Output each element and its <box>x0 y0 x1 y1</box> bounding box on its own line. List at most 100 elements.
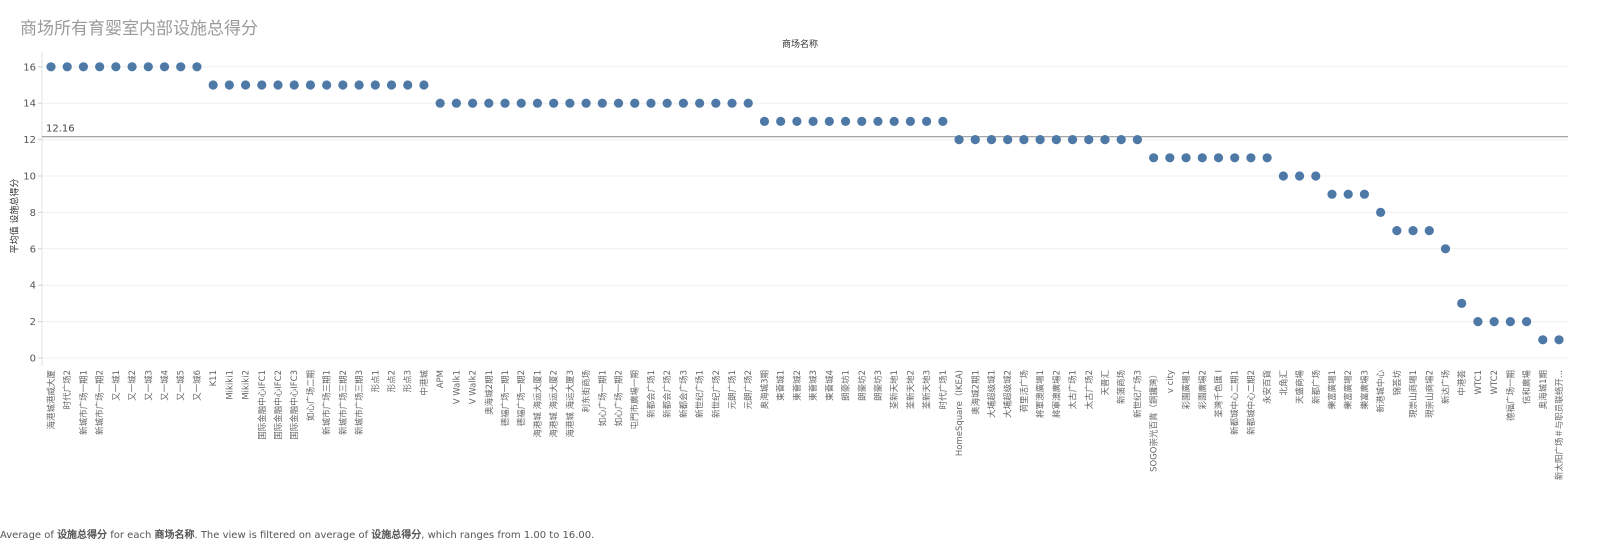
data-point[interactable] <box>581 98 591 108</box>
caption-filter-measure: 设施总得分 <box>371 530 422 541</box>
data-point[interactable] <box>1246 153 1256 163</box>
data-point[interactable] <box>1473 317 1483 327</box>
data-point[interactable] <box>1489 317 1499 327</box>
data-point[interactable] <box>824 116 834 126</box>
data-point[interactable] <box>176 62 186 72</box>
data-point[interactable] <box>630 98 640 108</box>
data-point[interactable] <box>516 98 526 108</box>
data-point[interactable] <box>1019 135 1029 145</box>
data-point[interactable] <box>257 80 267 90</box>
data-point[interactable] <box>613 98 624 108</box>
reference-line: 12.16 <box>42 124 1568 138</box>
data-point[interactable] <box>1213 153 1224 163</box>
data-point[interactable] <box>1457 298 1467 308</box>
data-point[interactable] <box>1181 153 1191 163</box>
data-point[interactable] <box>403 80 413 90</box>
data-point[interactable] <box>1067 135 1078 145</box>
data-point[interactable] <box>1424 226 1434 236</box>
data-point[interactable] <box>905 116 915 126</box>
data-point[interactable] <box>532 98 543 108</box>
data-point[interactable] <box>678 98 688 108</box>
data-point[interactable] <box>1343 189 1353 199</box>
data-point[interactable] <box>1311 171 1321 181</box>
data-point[interactable] <box>1440 244 1451 254</box>
data-point[interactable] <box>662 98 672 108</box>
data-point[interactable] <box>127 62 137 72</box>
data-point[interactable] <box>597 98 607 108</box>
data-point[interactable] <box>370 80 380 90</box>
data-point[interactable] <box>500 98 510 108</box>
data-point[interactable] <box>1051 135 1061 145</box>
data-point[interactable] <box>1132 135 1143 145</box>
data-point[interactable] <box>289 80 299 90</box>
data-point[interactable] <box>1521 317 1532 327</box>
data-point[interactable] <box>565 98 575 108</box>
data-point[interactable] <box>1294 171 1305 181</box>
data-point[interactable] <box>1327 189 1337 199</box>
data-point[interactable] <box>1165 153 1175 163</box>
data-point[interactable] <box>695 98 705 108</box>
x-category-label: 新都会广场3 <box>678 370 689 418</box>
data-point[interactable] <box>1035 135 1045 145</box>
data-point[interactable] <box>62 62 72 72</box>
data-point[interactable] <box>1197 153 1207 163</box>
data-point[interactable] <box>646 98 656 108</box>
data-point[interactable] <box>46 62 56 72</box>
data-point[interactable] <box>240 80 251 90</box>
data-point[interactable] <box>305 80 316 90</box>
data-point[interactable] <box>776 116 786 126</box>
data-point[interactable] <box>451 98 461 108</box>
data-point[interactable] <box>338 80 348 90</box>
data-point[interactable] <box>354 80 364 90</box>
data-point[interactable] <box>322 80 332 90</box>
data-point[interactable] <box>954 135 964 145</box>
data-point[interactable] <box>111 62 121 72</box>
data-point[interactable] <box>1100 135 1110 145</box>
data-point[interactable] <box>386 80 397 90</box>
data-point[interactable] <box>1376 207 1386 217</box>
data-point[interactable] <box>273 80 283 90</box>
data-point[interactable] <box>1116 135 1126 145</box>
data-point[interactable] <box>1505 317 1515 327</box>
data-point[interactable] <box>467 98 478 108</box>
data-point[interactable] <box>1408 226 1418 236</box>
data-point[interactable] <box>1278 171 1288 181</box>
x-category-label: 北角汇 <box>1278 370 1289 396</box>
x-category-label: 新港城中心 <box>1376 370 1387 413</box>
data-point[interactable] <box>1003 135 1013 145</box>
data-point[interactable] <box>1230 153 1240 163</box>
data-point[interactable] <box>857 116 867 126</box>
data-point[interactable] <box>792 116 802 126</box>
data-point[interactable] <box>224 80 234 90</box>
data-point[interactable] <box>143 62 153 72</box>
data-point[interactable] <box>938 116 948 126</box>
data-point[interactable] <box>922 116 932 126</box>
data-point[interactable] <box>435 98 445 108</box>
data-point[interactable] <box>192 62 202 72</box>
data-point[interactable] <box>95 62 105 72</box>
data-point[interactable] <box>873 116 883 126</box>
data-point[interactable] <box>208 80 218 90</box>
data-point[interactable] <box>1554 335 1564 345</box>
data-point[interactable] <box>484 98 494 108</box>
data-point[interactable] <box>759 116 770 126</box>
data-point[interactable] <box>727 98 737 108</box>
data-point[interactable] <box>840 116 851 126</box>
data-point[interactable] <box>549 98 559 108</box>
data-point[interactable] <box>1084 135 1094 145</box>
x-category-label: 德福广场一期2 <box>516 370 527 426</box>
data-point[interactable] <box>1392 226 1402 236</box>
data-point[interactable] <box>743 98 753 108</box>
data-point[interactable] <box>970 135 980 145</box>
data-point[interactable] <box>1149 153 1159 163</box>
data-point[interactable] <box>1359 189 1370 199</box>
data-point[interactable] <box>78 62 89 72</box>
data-point[interactable] <box>986 135 997 145</box>
data-point[interactable] <box>159 62 170 72</box>
data-point[interactable] <box>889 116 899 126</box>
data-point[interactable] <box>1538 335 1548 345</box>
data-point[interactable] <box>808 116 818 126</box>
data-point[interactable] <box>1262 153 1272 163</box>
data-point[interactable] <box>419 80 429 90</box>
data-point[interactable] <box>711 98 721 108</box>
